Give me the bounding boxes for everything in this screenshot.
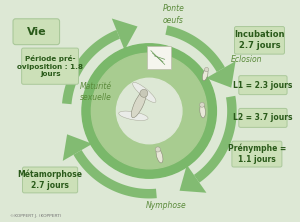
Text: Prénymphe =
1.1 jours: Prénymphe = 1.1 jours <box>228 144 286 164</box>
FancyBboxPatch shape <box>239 76 287 95</box>
Circle shape <box>140 89 148 97</box>
Polygon shape <box>179 165 206 193</box>
Text: Eclosion: Eclosion <box>231 55 262 64</box>
Polygon shape <box>63 134 92 161</box>
Polygon shape <box>206 61 236 88</box>
Polygon shape <box>194 96 237 183</box>
Ellipse shape <box>133 82 156 103</box>
Text: L1 = 2.3 jours: L1 = 2.3 jours <box>233 81 292 90</box>
Text: Maturité
sexuelle: Maturité sexuelle <box>80 82 112 102</box>
Circle shape <box>116 78 182 144</box>
FancyBboxPatch shape <box>22 48 79 84</box>
Circle shape <box>155 147 160 152</box>
FancyBboxPatch shape <box>232 141 282 167</box>
Text: Période pré-
oviposition : 1.8
jours: Période pré- oviposition : 1.8 jours <box>17 55 83 77</box>
Text: Incubation
2.7 jours: Incubation 2.7 jours <box>234 30 285 50</box>
Polygon shape <box>62 30 120 104</box>
Ellipse shape <box>156 149 163 163</box>
Ellipse shape <box>119 111 148 121</box>
Polygon shape <box>74 150 157 198</box>
Circle shape <box>200 102 205 107</box>
FancyBboxPatch shape <box>22 167 78 193</box>
Circle shape <box>205 67 209 72</box>
Text: Ponte
oeufs: Ponte oeufs <box>162 4 184 25</box>
Text: L2 = 3.7 jours: L2 = 3.7 jours <box>233 113 293 122</box>
FancyBboxPatch shape <box>239 108 287 127</box>
Ellipse shape <box>202 69 208 81</box>
Circle shape <box>92 53 207 169</box>
Ellipse shape <box>131 91 146 118</box>
Ellipse shape <box>200 104 206 118</box>
Text: Vie: Vie <box>26 27 46 37</box>
FancyBboxPatch shape <box>235 27 284 54</box>
Text: Métamorphose
2.7 jours: Métamorphose 2.7 jours <box>18 170 83 190</box>
Circle shape <box>82 44 216 178</box>
Polygon shape <box>112 18 137 50</box>
Polygon shape <box>165 26 225 72</box>
FancyBboxPatch shape <box>13 19 60 45</box>
Text: Nymphose: Nymphose <box>146 201 187 210</box>
Text: ©KOPPERT J. (KOPPERT): ©KOPPERT J. (KOPPERT) <box>10 214 61 218</box>
FancyBboxPatch shape <box>147 46 171 69</box>
